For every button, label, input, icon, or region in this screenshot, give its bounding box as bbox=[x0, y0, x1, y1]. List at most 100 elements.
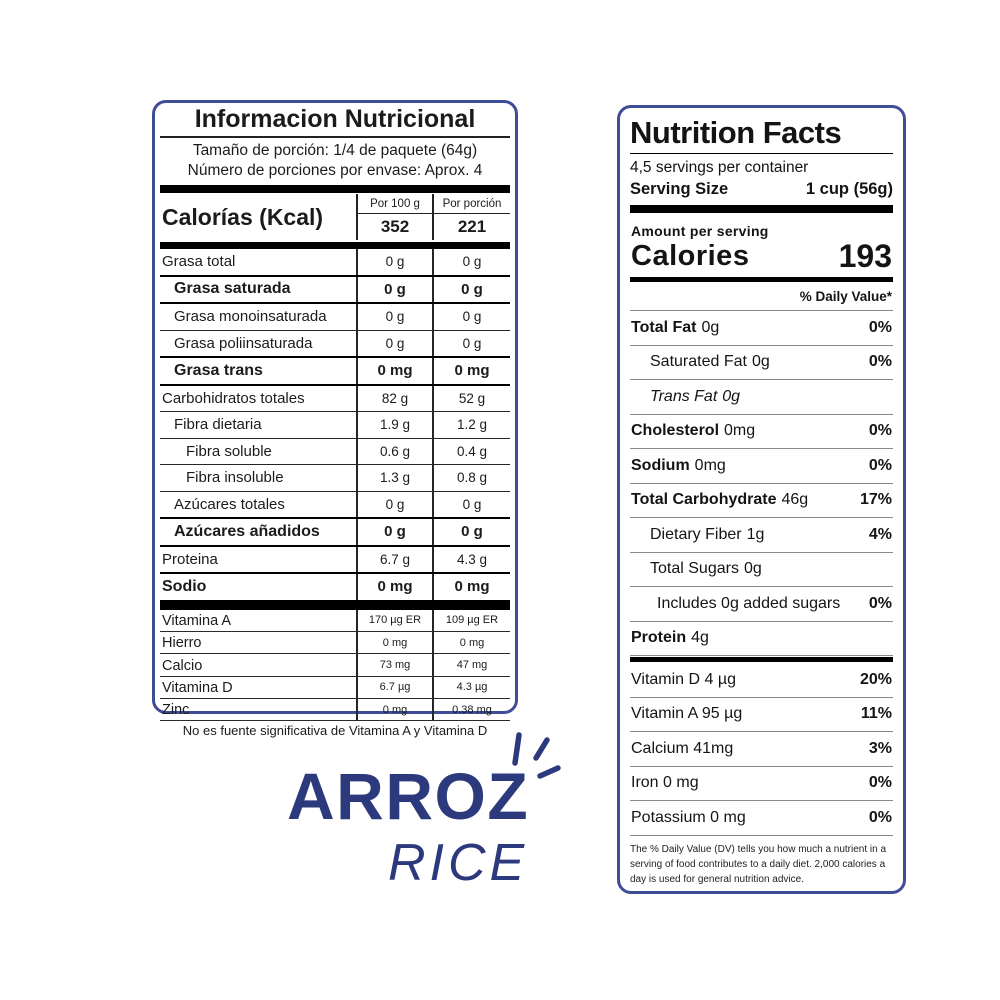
calories-value: 193 bbox=[838, 238, 892, 274]
nutrient-row: Dietary Fiber 1g 4% bbox=[630, 518, 893, 553]
nutrient-name: Grasa monoinsaturada bbox=[174, 308, 327, 326]
nutrient-name: Carbohidratos totales bbox=[162, 389, 305, 407]
per-100g-value: 0 mg bbox=[356, 574, 432, 600]
per-100g-value: 82 g bbox=[356, 385, 432, 411]
micronutrient-row: Hierro 0 mg 0 mg bbox=[160, 631, 510, 655]
micronutrient-row: Zinc 0 mg 0.38 mg bbox=[160, 699, 510, 722]
per-100g-value: 170 µg ER bbox=[356, 609, 432, 631]
nutrient-name: Total Sugars 0g bbox=[650, 560, 762, 578]
nutrient-name: Hierro bbox=[162, 635, 202, 652]
nutrient-name: Azúcares totales bbox=[174, 495, 285, 513]
per-100g-value: 0 mg bbox=[356, 358, 432, 384]
nutrient-name: Fibra insoluble bbox=[186, 469, 284, 487]
nutrient-name: Azúcares añadidos bbox=[174, 522, 320, 540]
thick-divider bbox=[160, 242, 510, 249]
nutrient-name: Proteina bbox=[162, 550, 218, 568]
nutrient-row: Total Sugars 0g bbox=[630, 553, 893, 587]
nutrient-row: Proteina 6.7 g 4.3 g bbox=[160, 546, 510, 573]
daily-value-percent: 0% bbox=[868, 594, 892, 612]
nutrition-facts-title: Nutrition Facts bbox=[630, 114, 893, 154]
micronutrient-row: Iron 0 mg 0% bbox=[630, 767, 893, 801]
nutrient-name: Grasa trans bbox=[174, 361, 263, 379]
daily-value-percent: 4% bbox=[868, 525, 892, 543]
servings-per-container: 4,5 servings per container bbox=[630, 159, 809, 176]
calories-label-es: Calorías (Kcal) bbox=[162, 203, 324, 230]
nutrient-name: Grasa total bbox=[162, 253, 236, 271]
micronutrient-row: Calcio 73 mg 47 mg bbox=[160, 654, 510, 677]
calories-header-block: Calorías (Kcal) Por 100 g Por porción 35… bbox=[160, 194, 510, 240]
servings-per-package-line: Número de porciones por envase: Aprox. 4 bbox=[187, 162, 483, 179]
brand-name-english: RICE bbox=[388, 834, 529, 892]
nutrient-name: Vitamina A bbox=[162, 612, 232, 629]
per-portion-value: 47 mg bbox=[432, 654, 510, 676]
thick-divider bbox=[160, 185, 510, 193]
nutrient-row: Sodio 0 mg 0 mg bbox=[160, 572, 510, 602]
per-portion-value: 0 g bbox=[432, 249, 510, 275]
nutrient-row: Grasa poliinsaturada 0 g 0 g bbox=[160, 330, 510, 357]
nutrient-name: Fibra dietaria bbox=[174, 416, 262, 434]
nutrient-row: Fibra dietaria 1.9 g 1.2 g bbox=[160, 412, 510, 439]
nutrient-name: Vitamin A 95 µg bbox=[631, 705, 743, 723]
column-header-per-100g: Por 100 g bbox=[356, 194, 432, 214]
nutrient-name: Saturated Fat 0g bbox=[650, 353, 770, 371]
thick-divider bbox=[630, 205, 893, 213]
nutrient-name: Vitamin D 4 µg bbox=[631, 670, 736, 688]
micronutrient-row: Vitamina A 170 µg ER 109 µg ER bbox=[160, 609, 510, 632]
per-100g-value: 73 mg bbox=[356, 654, 432, 676]
spanish-micronutrient-rows: Vitamina A 170 µg ER 109 µg ER Hierro 0 … bbox=[160, 609, 510, 722]
calories-row: Calories 193 bbox=[630, 239, 893, 276]
nutrient-name: Protein 4g bbox=[631, 629, 709, 647]
daily-value-percent: 20% bbox=[859, 670, 892, 688]
nutrient-name: Calcio bbox=[162, 657, 203, 674]
daily-value-percent: 0% bbox=[868, 456, 892, 474]
per-100g-value: 6.7 g bbox=[356, 546, 432, 572]
daily-value-header: % Daily Value* bbox=[630, 283, 893, 311]
per-portion-value: 1.2 g bbox=[432, 412, 510, 438]
nutrient-row: Trans Fat 0g bbox=[630, 380, 893, 415]
serving-size-label: Serving Size bbox=[630, 180, 729, 198]
daily-value-footnote: The % Daily Value (DV) tells you how muc… bbox=[630, 843, 887, 885]
per-100g-value: 1.9 g bbox=[356, 412, 432, 438]
nutrient-name: Trans Fat 0g bbox=[650, 387, 741, 405]
nutrient-name: Grasa saturada bbox=[174, 280, 291, 298]
daily-value-percent: 0% bbox=[868, 353, 892, 371]
serving-size-row: Serving Size 1 cup (56g) bbox=[630, 178, 893, 204]
per-100g-value: 0 g bbox=[356, 330, 432, 356]
sparkle-icon bbox=[512, 732, 561, 779]
nutrient-row: Cholesterol 0mg 0% bbox=[630, 415, 893, 449]
micronutrient-row: Vitamin D 4 µg 20% bbox=[630, 663, 893, 698]
serving-size-value: 1 cup (56g) bbox=[805, 180, 893, 198]
per-100g-value: 0 g bbox=[356, 491, 432, 517]
per-100g-value: 1.3 g bbox=[356, 465, 432, 491]
nutrient-row: Protein 4g bbox=[630, 622, 893, 656]
daily-value-percent: 11% bbox=[860, 705, 892, 723]
spanish-serving-info: Tamaño de porción: 1/4 de paquete (64g) … bbox=[160, 138, 510, 185]
micronutrient-row: Vitamina D 6.7 µg 4.3 µg bbox=[160, 676, 510, 700]
nutrient-row: Fibra soluble 0.6 g 0.4 g bbox=[160, 438, 510, 465]
per-portion-value: 0 g bbox=[432, 519, 510, 545]
per-100g-value: 0 mg bbox=[356, 699, 432, 721]
per-portion-value: 0.8 g bbox=[432, 465, 510, 491]
nutrient-name: Iron 0 mg bbox=[631, 774, 699, 792]
english-nutrient-rows: Total Fat 0g 0% Saturated Fat 0g 0% Trans … bbox=[630, 311, 893, 656]
per-portion-value: 0 mg bbox=[432, 574, 510, 600]
daily-value-percent: 0% bbox=[868, 422, 892, 440]
daily-value-percent: 17% bbox=[859, 491, 892, 509]
nutrient-row: Azúcares añadidos 0 g 0 g bbox=[160, 517, 510, 547]
per-portion-value: 4.3 µg bbox=[432, 676, 510, 699]
per-100g-value: 0.6 g bbox=[356, 438, 432, 464]
daily-value-percent: 0% bbox=[868, 318, 892, 336]
per-portion-value: 0 g bbox=[432, 330, 510, 356]
per-100g-value: 0 g bbox=[356, 276, 432, 302]
medium-divider bbox=[630, 657, 893, 662]
nutrient-name: Grasa poliinsaturada bbox=[174, 334, 313, 352]
spanish-label-footnote: No es fuente significativa de Vitamina A… bbox=[182, 723, 488, 739]
nutrient-name: Vitamina D bbox=[162, 680, 233, 697]
nutrient-row: Includes 0g added sugars 0% bbox=[630, 587, 893, 622]
per-portion-value: 0 g bbox=[432, 304, 510, 330]
micronutrient-row: Vitamin A 95 µg 11% bbox=[630, 698, 893, 732]
micronutrient-row: Calcium 41mg 3% bbox=[630, 732, 893, 767]
nutrient-name: Sodium 0mg bbox=[631, 456, 726, 474]
calories-per-100g-value: 352 bbox=[356, 214, 432, 240]
daily-value-percent: 0% bbox=[868, 774, 892, 792]
